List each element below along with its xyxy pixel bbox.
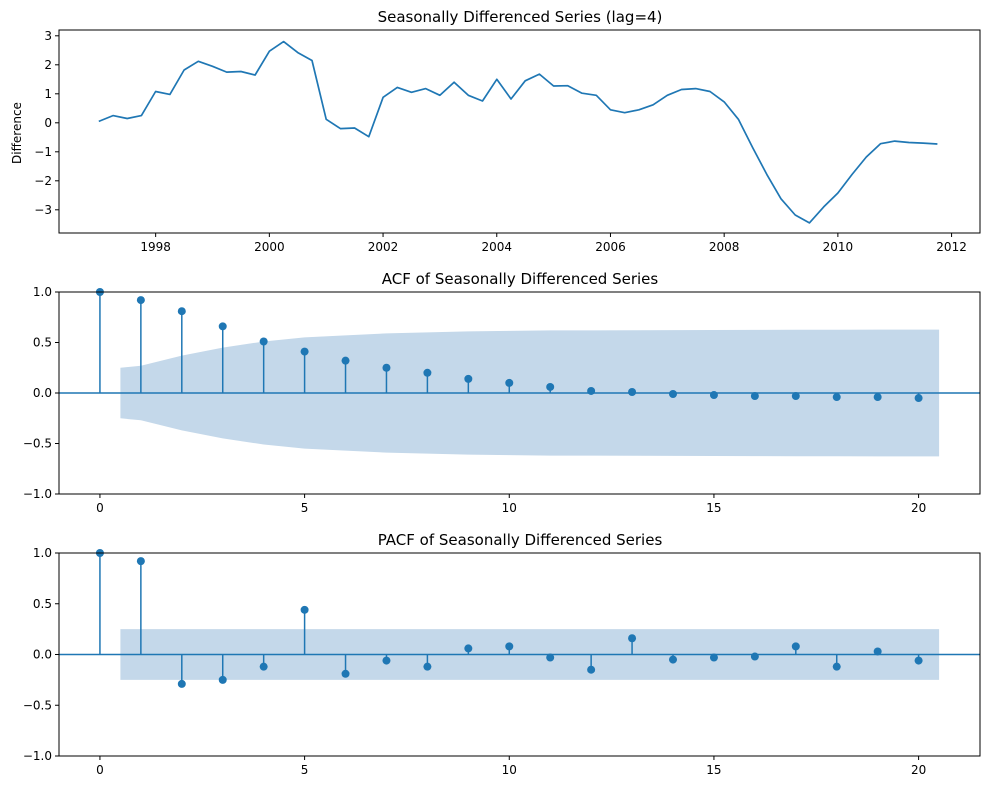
- acf-plot-frame: [58, 291, 981, 495]
- acf-marker: [750, 392, 759, 401]
- pacf-y-tick-label: 0.5: [33, 597, 52, 611]
- pacf-marker: [136, 557, 145, 566]
- acf-marker: [587, 386, 596, 395]
- pacf-marker: [218, 675, 227, 684]
- pacf-marker: [341, 669, 350, 678]
- series-x-tick-label: 2008: [709, 240, 740, 254]
- acf-marker: [341, 356, 350, 365]
- acf-marker: [382, 363, 391, 372]
- pacf-y-tick-label: 1.0: [33, 546, 52, 560]
- pacf-x-tick-label: 15: [706, 763, 721, 777]
- series-plot-frame: [58, 29, 981, 234]
- acf-marker: [914, 394, 923, 403]
- pacf-x-tick-label: 5: [301, 763, 309, 777]
- pacf-marker: [832, 662, 841, 671]
- pacf-y-tick-label: 0.0: [33, 648, 52, 662]
- acf-x-tick-label: 15: [706, 501, 721, 515]
- acf-y-tick-label: −1.0: [23, 487, 52, 501]
- acf-marker: [546, 382, 555, 391]
- acf-title: ACF of Seasonally Differenced Series: [382, 270, 659, 288]
- series-y-tick-label: 3: [44, 29, 52, 43]
- acf-marker: [709, 391, 718, 400]
- pacf-marker: [914, 656, 923, 665]
- pacf-marker: [669, 655, 677, 664]
- pacf-panel: PACF of Seasonally Differenced Series 0 5…: [23, 531, 981, 777]
- pacf-marker: [177, 679, 186, 688]
- pacf-marker: [546, 653, 555, 662]
- pacf-title: PACF of Seasonally Differenced Series: [378, 531, 663, 549]
- series-x-tick-label: 2000: [254, 240, 285, 254]
- acf-marker: [218, 322, 227, 331]
- series-x-tick-label: 2004: [481, 240, 512, 254]
- series-y-tick-label: −1: [34, 145, 52, 159]
- pacf-marker: [464, 644, 473, 653]
- series-line: [98, 40, 938, 224]
- acf-marker: [464, 374, 473, 383]
- pacf-y-tick-label: −0.5: [23, 698, 52, 712]
- series-y-tick-label: 1: [44, 87, 52, 101]
- series-y-tick-label: 0: [44, 116, 52, 130]
- pacf-x-tick-label: 20: [911, 763, 926, 777]
- series-y-tick-label: −2: [34, 174, 52, 188]
- pacf-x-tick-label: 10: [502, 763, 517, 777]
- acf-marker: [873, 393, 882, 402]
- pacf-marker: [505, 642, 514, 651]
- series-x-tick-label: 1998: [140, 240, 171, 254]
- pacf-marker: [709, 653, 718, 662]
- pacf-marker: [628, 634, 637, 643]
- acf-panel: ACF of Seasonally Differenced Series 0 5 1…: [23, 270, 981, 515]
- acf-x-tick-label: 20: [911, 501, 926, 515]
- acf-marker: [136, 296, 145, 305]
- series-x-tick-label: 2002: [368, 240, 399, 254]
- acf-y-tick-label: 0.0: [33, 386, 52, 400]
- acf-marker: [300, 347, 309, 356]
- acf-marker: [791, 392, 800, 401]
- series-ylabel: Difference: [10, 102, 24, 164]
- pacf-x-tick-label: 0: [96, 763, 104, 777]
- acf-marker: [177, 307, 186, 316]
- pacf-marker: [873, 647, 882, 656]
- acf-x-tick-label: 0: [96, 501, 104, 515]
- series-panel: Seasonally Differenced Series (lag=4) Di…: [10, 8, 981, 254]
- acf-y-tick-label: 0.5: [33, 336, 52, 350]
- acf-x-tick-label: 5: [301, 501, 309, 515]
- pacf-marker: [750, 652, 759, 661]
- acf-marker: [423, 368, 432, 377]
- pacf-marker: [423, 662, 432, 671]
- pacf-marker: [587, 665, 596, 674]
- series-x-tick-label: 2010: [823, 240, 854, 254]
- pacf-marker: [259, 662, 268, 671]
- acf-marker: [669, 390, 677, 399]
- series-y-tick-label: −3: [34, 203, 52, 217]
- series-x-tick-label: 2006: [595, 240, 626, 254]
- series-y-tick-label: 2: [44, 58, 52, 72]
- acf-x-tick-label: 10: [502, 501, 517, 515]
- pacf-marker: [791, 642, 800, 651]
- pacf-marker: [300, 605, 309, 614]
- acf-marker: [628, 387, 637, 396]
- acf-marker: [505, 378, 514, 387]
- pacf-marker: [382, 656, 391, 665]
- acf-marker: [832, 393, 841, 402]
- acf-y-tick-label: −0.5: [23, 437, 52, 451]
- pacf-y-tick-label: −1.0: [23, 749, 52, 763]
- acf-y-tick-label: 1.0: [33, 285, 52, 299]
- series-title: Seasonally Differenced Series (lag=4): [378, 8, 663, 26]
- acf-marker: [259, 337, 268, 346]
- series-x-tick-label: 2012: [936, 240, 967, 254]
- pacf-plot-frame: [58, 552, 981, 757]
